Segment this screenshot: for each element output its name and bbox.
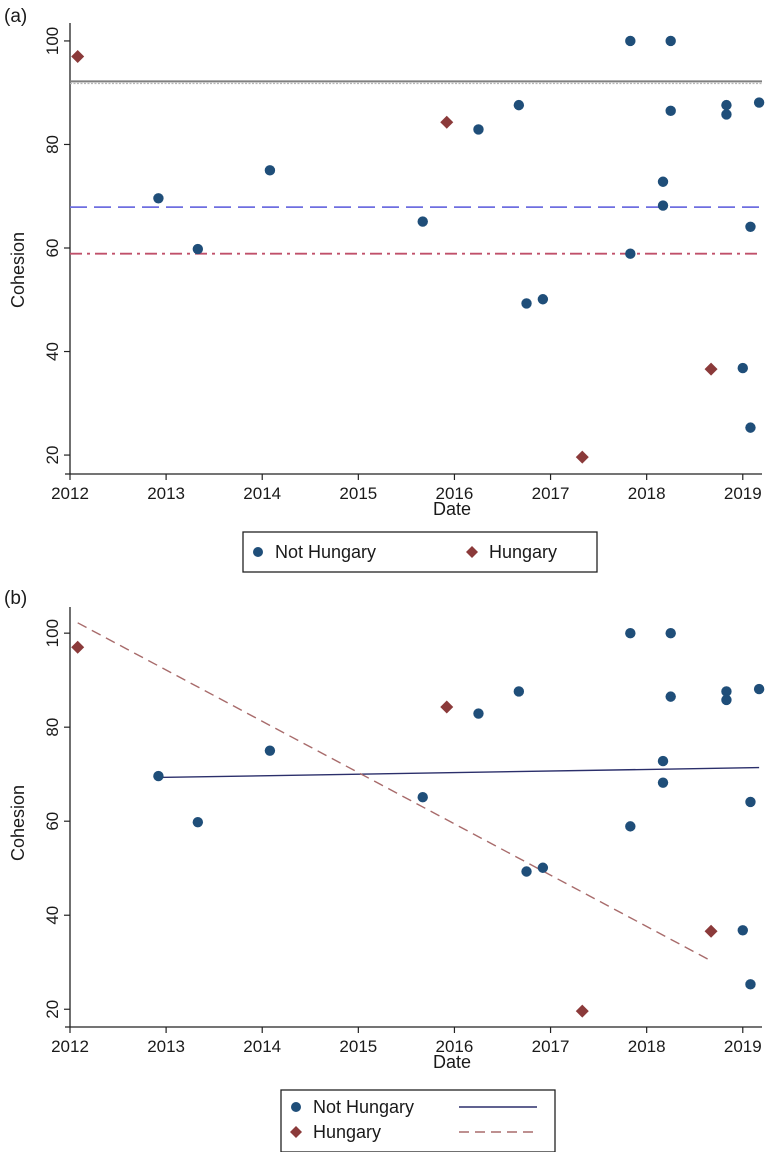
data-point-not-hungary [745,979,756,990]
y-tick-label: 20 [43,446,62,465]
y-tick-label: 100 [43,27,62,55]
data-point-not-hungary [745,422,756,433]
data-point-not-hungary [665,35,676,47]
x-tick-label: 2015 [339,484,377,503]
y-tick-label: 80 [43,718,62,737]
fit-line [158,766,760,779]
y-tick-label: 60 [43,812,62,831]
legend-label: Hungary [489,542,557,562]
data-point-not-hungary [737,362,748,374]
data-point-hungary [71,49,85,63]
x-tick-label: 2012 [51,484,89,503]
data-point-not-hungary [417,216,428,227]
data-point-not-hungary [625,821,636,832]
y-tick-label: 60 [43,239,62,258]
data-point-not-hungary [753,683,765,695]
data-point-not-hungary [192,243,204,255]
legend-marker-hungary [466,546,478,558]
data-point-not-hungary [521,298,532,309]
legend-marker-not-hungary [291,1102,301,1112]
fit-line [77,622,712,962]
legend-marker-hungary [290,1126,302,1138]
data-point-not-hungary [625,35,636,47]
data-point-not-hungary [537,294,549,305]
data-point-not-hungary [737,925,748,936]
data-point-hungary [704,362,718,376]
data-point-not-hungary [721,109,732,120]
data-point-not-hungary [417,792,428,803]
data-point-not-hungary [721,694,732,706]
data-point-hungary [440,700,454,714]
x-tick-label: 2019 [724,484,762,503]
data-point-not-hungary [537,862,549,873]
data-point-not-hungary [665,627,676,639]
data-point-not-hungary [657,200,669,211]
data-point-not-hungary [264,745,276,756]
data-point-not-hungary [473,124,484,135]
data-point-not-hungary [625,248,636,259]
data-point-not-hungary [657,176,669,187]
x-tick-label: 2018 [628,484,666,503]
data-point-not-hungary [513,99,525,111]
y-tick-label: 20 [43,1000,62,1019]
x-tick-label: 2014 [243,484,281,503]
data-point-not-hungary [264,165,276,176]
data-point-hungary [440,115,454,129]
y-tick-label: 80 [43,135,62,154]
legend-label: Hungary [313,1122,381,1142]
y-tick-label: 40 [43,342,62,361]
legend-box [280,1089,556,1152]
legend: Not Hungary Hungary [280,1089,556,1152]
x-tick-label: 2013 [147,484,185,503]
y-axis-title: Cohesion [8,232,28,308]
data-point-not-hungary [657,777,669,788]
x-tick-label: 2014 [243,1037,281,1056]
legend-label: Not Hungary [313,1097,414,1117]
y-axis-title: Cohesion [8,785,28,861]
x-tick-label: 2017 [532,1037,570,1056]
y-tick-label: 40 [43,906,62,925]
data-point-not-hungary [521,866,532,877]
x-axis-title: Date [433,499,471,519]
legend-marker-not-hungary [253,547,263,557]
data-point-not-hungary [665,105,676,117]
data-point-not-hungary [192,816,204,828]
data-point-not-hungary [153,770,164,782]
x-tick-label: 2019 [724,1037,762,1056]
data-point-hungary [704,924,718,938]
panel-label: (b) [4,588,27,609]
y-tick-label: 100 [43,619,62,647]
x-axis-title: Date [433,1052,471,1072]
data-point-not-hungary [745,221,756,232]
data-point-not-hungary [721,686,732,697]
panel-a: (a) 20 40 60 80 100 2012 2013 2014 2015 2016 2017 20… [4,6,765,573]
legend-label: Not Hungary [275,542,376,562]
data-point-not-hungary [153,193,164,204]
data-point-not-hungary [745,796,756,808]
legend-box [242,531,598,573]
data-point-hungary [575,450,589,464]
x-tick-label: 2012 [51,1037,89,1056]
x-tick-label: 2018 [628,1037,666,1056]
data-point-not-hungary [753,97,765,108]
legend: Not Hungary Hungary [242,531,598,573]
data-point-not-hungary [513,686,525,697]
x-tick-label: 2017 [532,484,570,503]
data-point-not-hungary [665,691,676,702]
data-point-not-hungary [657,755,669,767]
data-point-not-hungary [625,627,636,639]
data-point-not-hungary [473,708,484,719]
data-point-hungary [575,1004,589,1018]
panel-b: (b) 20 40 60 80 100 2012 2013 2014 2015 2016 2017 20… [4,588,765,1152]
x-tick-label: 2013 [147,1037,185,1056]
x-tick-label: 2016 [436,1037,474,1056]
data-point-hungary [71,640,85,654]
x-tick-label: 2015 [339,1037,377,1056]
x-tick-label: 2016 [436,484,474,503]
panel-label: (a) [4,6,27,27]
data-point-not-hungary [721,99,732,111]
